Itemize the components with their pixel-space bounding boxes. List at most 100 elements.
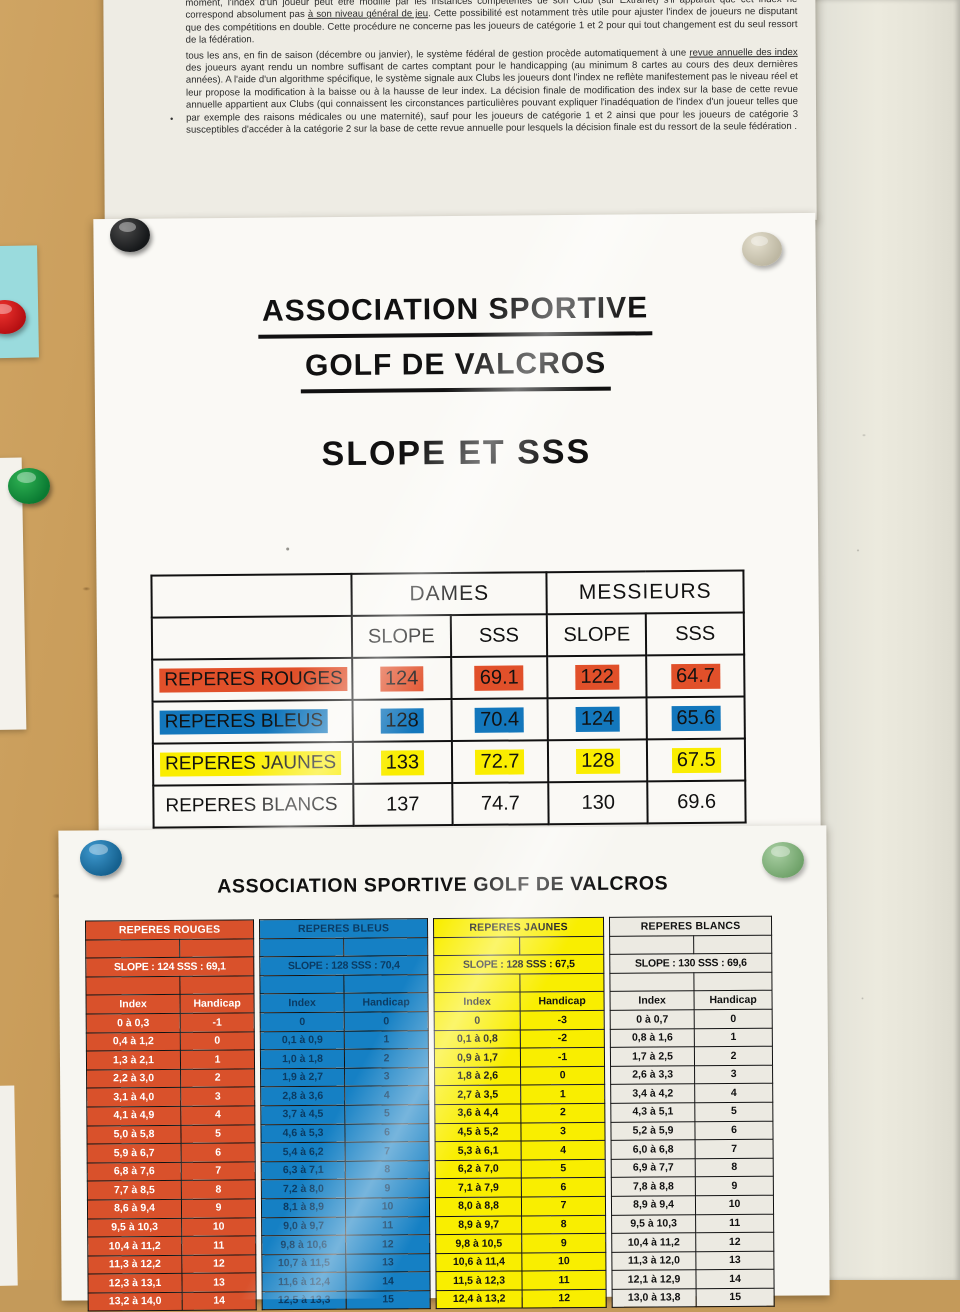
blue-magnet (80, 840, 122, 876)
handicap-value-cell: 4 (694, 1083, 773, 1103)
index-range-cell: 5,0 à 5,8 (86, 1124, 182, 1145)
handicap-value-cell: 1 (180, 1049, 255, 1070)
index-range-cell: 11,3 à 12,0 (611, 1251, 696, 1271)
bleus-dames-sss: 70.4 (451, 698, 549, 742)
bleus-dames-slope: 128 (352, 699, 452, 742)
rouges-dames-slope: 124 (352, 657, 452, 700)
spacer4-white (693, 971, 773, 992)
handicap-value-cell: 13 (695, 1250, 774, 1271)
spacer2-red (179, 938, 254, 958)
table-row: REPERES BLEUS 128 70.4 124 65.6 (152, 696, 745, 744)
handicap-value-cell: 13 (345, 1253, 430, 1273)
slope-sss-table: DAMES MESSIEURS SLOPE SSS SLOPE SSS REPE… (150, 569, 746, 828)
index-range-cell: 5,3 à 6,1 (435, 1141, 522, 1161)
index-range-cell: 10,4 à 11,2 (611, 1232, 696, 1253)
rouges-dames-sss: 69.1 (450, 656, 548, 700)
header-index-red: Index (86, 994, 181, 1014)
handicap-value-cell: 11 (521, 1270, 607, 1290)
rouges-messieurs-slope: 122 (547, 655, 647, 699)
index-range-cell: 4,6 à 5,3 (260, 1123, 346, 1143)
index-range-cell: 12,4 à 13,2 (436, 1289, 523, 1310)
index-range-cell: 0,9 à 1,7 (434, 1048, 521, 1068)
handicap-value-cell: 0 (694, 1009, 773, 1029)
index-range-cell: 7,7 à 8,5 (87, 1180, 182, 1200)
index-range-cell: 9,5 à 10,3 (611, 1214, 696, 1234)
handicap-value-cell: 14 (695, 1269, 775, 1289)
index-range-cell: 5,9 à 6,7 (87, 1143, 182, 1163)
header-handicap-yellow: Handicap (520, 991, 605, 1011)
spacer-blue (259, 937, 344, 957)
subheader-messieurs-slope: SLOPE (547, 613, 647, 657)
index-range-cell: 2,6 à 3,3 (610, 1065, 695, 1085)
handicap-value-cell: 12 (522, 1289, 607, 1309)
spacer-red (85, 938, 180, 959)
handicap-value-cell: 5 (694, 1102, 773, 1122)
group-header-dames: DAMES (351, 572, 548, 616)
handicap-value-cell: 2 (694, 1046, 773, 1066)
index-range-cell: 2,8 à 3,6 (260, 1086, 345, 1106)
row-label-rouges: REPERES ROUGES (152, 657, 353, 702)
handicap-value-cell: -1 (180, 1012, 255, 1032)
spacer4-red (179, 975, 255, 995)
spacer2-yellow (519, 935, 604, 956)
index-range-cell: 4,3 à 5,1 (610, 1102, 695, 1122)
empty-corner-cell-2 (151, 615, 353, 660)
handicap-value-cell: 11 (695, 1213, 774, 1233)
blancs-messieurs-slope: 130 (548, 781, 649, 825)
handicap-value-cell: 1 (694, 1027, 773, 1047)
red-magnet (0, 300, 26, 334)
index-range-cell: 5,4 à 6,2 (261, 1142, 346, 1162)
index-range-cell: 1,3 à 2,1 (86, 1050, 181, 1070)
index-range-cell: 0,8 à 1,6 (610, 1028, 695, 1048)
pinhole (286, 547, 290, 551)
handicap-value-cell: 5 (521, 1159, 606, 1179)
slope-sss-yellow: SLOPE : 128 SSS : 67,5 (433, 954, 604, 975)
handicap-value-cell: 0 (180, 1031, 255, 1051)
header-index-white: Index (610, 991, 695, 1011)
handicap-value-cell: 2 (180, 1068, 255, 1088)
subheader-dames-slope: SLOPE (351, 615, 451, 658)
bullet-icon: • (170, 113, 174, 124)
index-range-cell: 8,6 à 9,4 (87, 1199, 182, 1219)
spacer3-white (609, 972, 695, 992)
spacer4-yellow (519, 973, 605, 993)
handicap-value-cell: 4 (180, 1105, 255, 1125)
handicap-value-cell: 10 (181, 1217, 256, 1237)
handicap-value-cell: 3 (520, 1121, 606, 1142)
blancs-messieurs-sss: 69.6 (647, 780, 746, 824)
jaunes-messieurs-slope: 128 (548, 739, 648, 783)
green-magnet (762, 842, 804, 878)
poster-title-line2: GOLF DE VALCROS (94, 340, 816, 395)
slope-sss-white: SLOPE : 130 SSS : 69,6 (609, 953, 772, 974)
empty-corner-cell (151, 573, 352, 618)
index-range-cell: 6,0 à 6,8 (611, 1139, 696, 1160)
handicap-value-cell: 8 (181, 1180, 256, 1200)
spacer3-blue (259, 974, 345, 995)
jaunes-messieurs-sss: 67.5 (647, 738, 746, 782)
handicap-value-cell: 9 (695, 1176, 774, 1196)
handicap-value-cell: 7 (345, 1141, 430, 1161)
index-range-cell: 10,6 à 11,4 (435, 1252, 522, 1272)
index-range-cell: 9,8 à 10,6 (261, 1235, 346, 1255)
handicap-value-cell: 1 (344, 1030, 429, 1050)
spacer-yellow (433, 936, 520, 956)
index-range-cell: 8,9 à 9,4 (611, 1195, 696, 1215)
index-range-cell: 11,6 à 12,4 (261, 1272, 347, 1292)
handicap-value-cell: 8 (345, 1160, 430, 1180)
handicap-value-cell: 3 (694, 1064, 773, 1085)
green-magnet-left (8, 468, 50, 504)
header-handicap-white: Handicap (694, 990, 773, 1010)
header-index-blue: Index (260, 993, 345, 1013)
index-range-cell: 8,9 à 9,7 (435, 1215, 522, 1235)
index-range-cell: 3,4 à 4,2 (610, 1084, 695, 1104)
poster-subtitle: SLOPE ET SSS (321, 432, 592, 474)
handicap-value-cell: 10 (345, 1197, 430, 1217)
blancs-dames-slope: 137 (353, 783, 453, 826)
doc-paragraph-1: moment, l'index d'un joueur peut être mo… (185, 0, 798, 46)
handicap-poster-title: ASSOCIATION SPORTIVE GOLF DE VALCROS (217, 872, 669, 898)
handicap-value-cell: 9 (345, 1178, 430, 1199)
spacer3-red (85, 976, 181, 996)
row-label-blancs: REPERES BLANCS (153, 783, 354, 828)
group-header-messieurs: MESSIEURS (546, 570, 744, 615)
index-range-cell: 0 à 0,7 (610, 1009, 695, 1029)
